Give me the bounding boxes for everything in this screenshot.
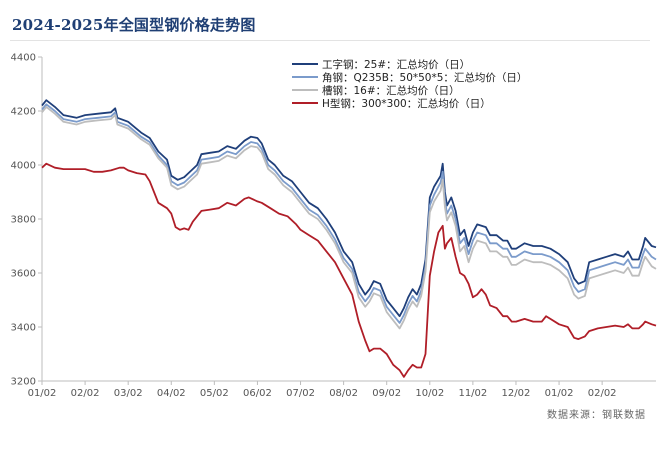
- x-tick-label: 09/02: [372, 388, 401, 399]
- y-tick-label: 4000: [11, 161, 36, 172]
- series-line-0: [41, 99, 657, 318]
- x-tick-label: 12/02: [502, 388, 531, 399]
- series-line-2: [41, 106, 657, 330]
- x-tick-label: 05/02: [200, 388, 229, 399]
- x-tick-label: 02/02: [71, 388, 100, 399]
- y-tick-label: 3200: [11, 377, 36, 388]
- legend-label-0: 工字钢：25#：汇总均价（日）: [322, 58, 470, 71]
- data-source-note: 数据来源：钢联数据: [547, 410, 646, 421]
- x-tick-label: 08/02: [329, 388, 358, 399]
- y-tick-label: 4400: [11, 53, 36, 64]
- title-divider: [10, 40, 650, 41]
- x-tick-label: 01/02: [545, 388, 574, 399]
- chart-title: 2024-2025年全国型钢价格走势图: [12, 16, 256, 34]
- series-layer: [41, 99, 657, 378]
- x-axis: 01/02 02/02 03/02 04/02 05/02 06/02 07/02 08/02…: [28, 380, 656, 399]
- series-line-3: [41, 162, 657, 378]
- x-tick-label: 11/02: [458, 388, 487, 399]
- legend: 工字钢：25#：汇总均价（日）角钢：Q235B：50*50*5：汇总均价（日）槽…: [292, 58, 527, 110]
- x-tick-label: 04/02: [157, 388, 186, 399]
- legend-label-1: 角钢：Q235B：50*50*5：汇总均价（日）: [322, 71, 527, 84]
- x-tick-label: 02/02: [588, 388, 617, 399]
- x-tick-label: 06/02: [243, 388, 272, 399]
- series-line-1: [41, 103, 657, 324]
- legend-label-2: 槽钢：16#：汇总均价（日）: [322, 84, 460, 97]
- y-tick-label: 4200: [11, 107, 36, 118]
- y-tick-label: 3600: [11, 269, 36, 280]
- y-tick-label: 3800: [11, 215, 36, 226]
- y-tick-label: 3400: [11, 323, 36, 334]
- x-tick-label: 10/02: [415, 388, 444, 399]
- y-axis: 3200 3400 3600 3800 4000 4200 4400: [11, 53, 43, 388]
- x-tick-label: 03/02: [114, 388, 143, 399]
- legend-label-3: H型钢：300*300：汇总均价（日）: [322, 97, 491, 110]
- x-tick-label: 01/02: [28, 388, 57, 399]
- x-tick-label: 07/02: [286, 388, 315, 399]
